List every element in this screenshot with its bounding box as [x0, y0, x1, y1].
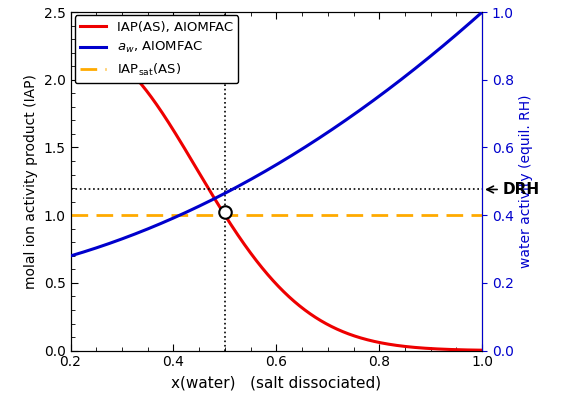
X-axis label: x(water)   (salt dissociated): x(water) (salt dissociated) — [171, 375, 382, 390]
Y-axis label: water activity (equil. RH): water activity (equil. RH) — [519, 95, 533, 268]
Text: DRH: DRH — [487, 182, 540, 197]
Y-axis label: molal ion activity product (IAP): molal ion activity product (IAP) — [24, 74, 38, 289]
Legend: IAP(AS), AIOMFAC, $a_w$, AIOMFAC, IAP$_\mathregular{sat}$(AS): IAP(AS), AIOMFAC, $a_w$, AIOMFAC, IAP$_\… — [75, 15, 238, 83]
